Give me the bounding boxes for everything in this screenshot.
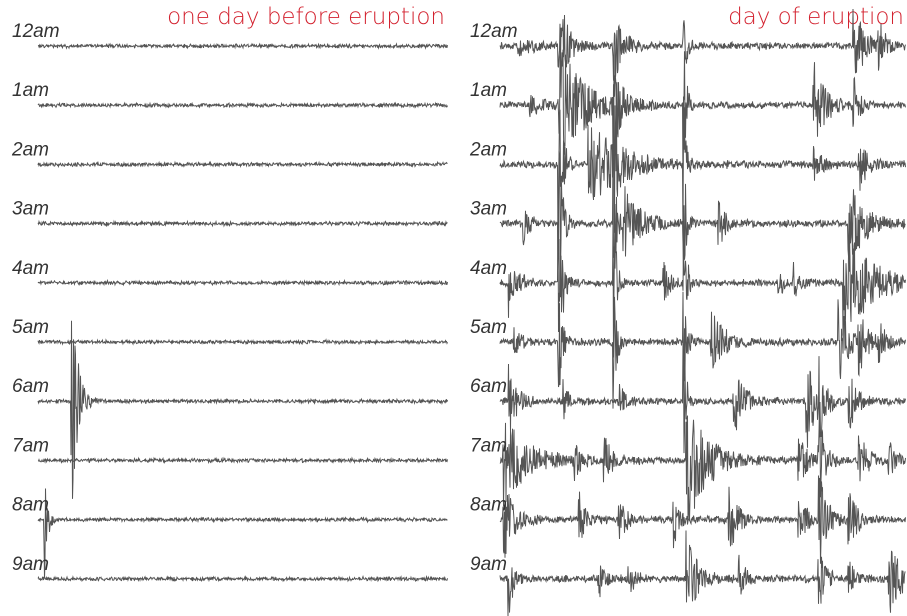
hour-label: 8am	[470, 495, 507, 516]
hour-label: 6am	[470, 376, 507, 397]
seismic-trace	[37, 574, 448, 583]
seismic-trace	[499, 411, 906, 521]
seismic-trace	[499, 8, 906, 81]
hour-label: 9am	[470, 554, 507, 575]
hour-label: 5am	[12, 317, 49, 338]
seismic-trace	[499, 46, 906, 186]
seismic-trace	[37, 160, 448, 169]
panel-title: one day before eruption	[167, 4, 445, 30]
hour-label: 1am	[12, 80, 49, 101]
hour-label: 9am	[12, 554, 49, 575]
seismic-trace	[499, 530, 906, 616]
seismic-trace	[37, 456, 448, 465]
hour-label: 8am	[12, 495, 49, 516]
panel-title: day of eruption	[728, 4, 904, 30]
seismic-trace	[37, 488, 448, 579]
hour-label: 7am	[470, 435, 507, 456]
hour-label: 12am	[12, 21, 60, 42]
hour-label: 12am	[470, 21, 518, 42]
hour-label: 7am	[12, 435, 49, 456]
hour-label: 1am	[470, 80, 507, 101]
hour-label: 3am	[12, 199, 49, 220]
seismic-trace	[37, 320, 448, 499]
seismic-trace	[37, 101, 448, 109]
hour-label: 4am	[470, 258, 507, 279]
seismic-trace	[37, 338, 448, 346]
hour-label: 2am	[11, 139, 49, 160]
seismic-trace	[37, 219, 448, 228]
seismic-trace	[499, 291, 906, 409]
seismic-trace	[499, 84, 906, 247]
seismic-trace	[37, 42, 448, 50]
seismic-trace	[37, 278, 448, 287]
seismic-trace	[499, 143, 906, 273]
hour-label: 5am	[470, 317, 507, 338]
hour-label: 4am	[12, 258, 49, 279]
hour-label: 6am	[12, 376, 49, 397]
hour-label: 2am	[469, 139, 507, 160]
seismic-trace	[499, 210, 906, 358]
seismic-trace	[499, 343, 906, 454]
seismic-trace	[499, 475, 906, 564]
hour-label: 3am	[470, 199, 507, 220]
